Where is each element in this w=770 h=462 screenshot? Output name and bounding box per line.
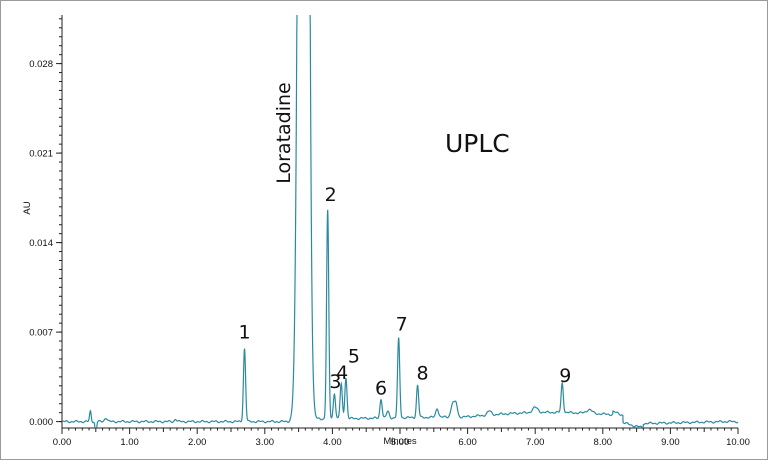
peak-label-8: 8: [417, 363, 429, 385]
loratadine-label: Loratadine: [273, 82, 295, 184]
peak-label-2: 2: [325, 184, 337, 206]
y-tick-label: 0.000: [29, 417, 53, 428]
peak-label-5: 5: [348, 346, 360, 368]
x-tick-label: 9.00: [661, 437, 680, 448]
x-axis-label: Minutes: [383, 436, 417, 447]
y-tick-label: 0.007: [29, 328, 53, 339]
y-axis-ticks: 0.000 0.007 0.014 0.021 0.028: [29, 18, 62, 428]
y-tick-label: 0.028: [29, 59, 53, 70]
y-tick-label: 0.014: [29, 238, 53, 249]
peak-label-1: 1: [238, 322, 250, 344]
y-axis-label: AU: [22, 201, 33, 214]
x-tick-label: 0.00: [53, 437, 72, 448]
peak-label-3: 3: [329, 371, 341, 393]
x-tick-label: 8.00: [594, 437, 613, 448]
peak-label-9: 9: [559, 365, 571, 387]
x-tick-label: 7.00: [526, 437, 545, 448]
x-tick-label: 3.00: [256, 437, 275, 448]
peak-label-6: 6: [375, 377, 387, 399]
chromatogram-trace: [62, 15, 738, 428]
peak-label-4: 4: [336, 362, 348, 384]
peak-label-7: 7: [396, 313, 408, 335]
y-tick-label: 0.021: [29, 149, 53, 160]
x-tick-label: 10.00: [726, 437, 750, 448]
x-axis-ticks: 0.00 1.00 2.00 3.00 4.00 5.00 6.00 7.00 8.00 9.00…: [53, 428, 750, 448]
x-tick-label: 6.00: [458, 437, 477, 448]
x-tick-label: 4.00: [323, 437, 342, 448]
plot-area: 0.00 1.00 2.00 3.00 4.00 5.00 6.00 7.00 8.00 9.00…: [29, 15, 750, 448]
chart-title: UPLC: [445, 129, 510, 158]
x-tick-label: 1.00: [120, 437, 139, 448]
x-tick-label: 2.00: [188, 437, 207, 448]
x-tick-label: 5.00: [391, 437, 410, 448]
